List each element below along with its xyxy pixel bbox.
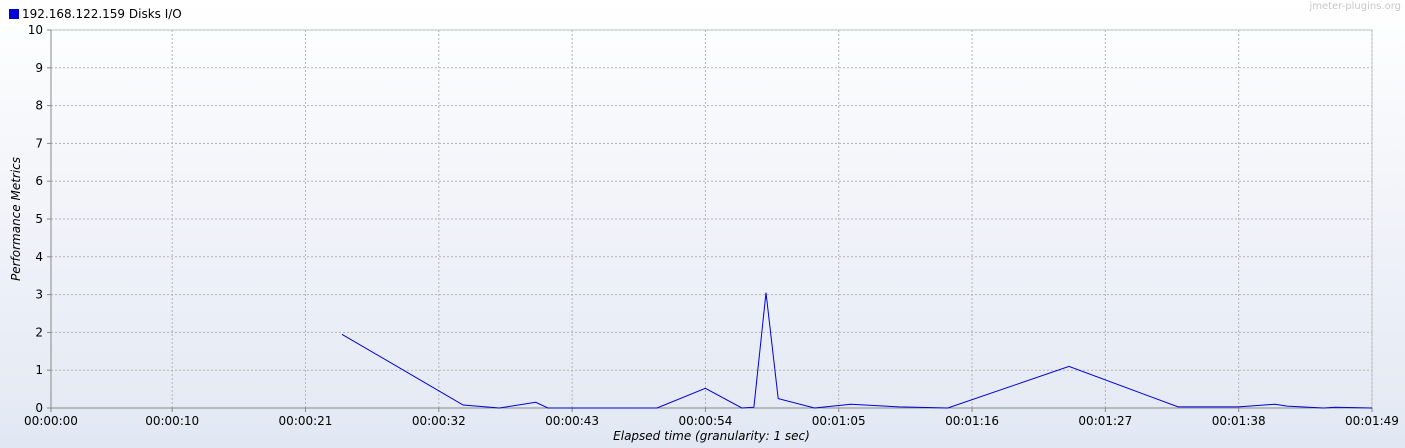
x-axis-title: Elapsed time (granularity: 1 sec) [613,429,810,443]
x-tick-label: 00:00:43 [545,414,599,428]
y-axis-title: Performance Metrics [9,157,23,281]
y-tick-label: 2 [35,325,43,339]
y-tick-label: 4 [35,250,43,264]
y-tick-label: 10 [28,23,43,37]
x-tick-label: 00:00:00 [24,414,78,428]
grid [51,29,1373,408]
x-tick-label: 00:00:54 [678,414,732,428]
y-tick-label: 3 [35,288,43,302]
series-line [341,292,1373,409]
legend-swatch [9,9,19,19]
series-layer [341,292,1373,409]
x-axis: 00:00:00 00:00:10 00:00:21 00:00:32 00:00:43… [24,407,1399,428]
y-tick-label: 6 [35,174,43,188]
y-axis: 0 1 2 3 4 5 6 7 8 9 10 [28,23,52,415]
y-tick-label: 0 [35,401,43,415]
y-tick-label: 5 [35,212,43,226]
x-tick-label: 00:01:38 [1212,414,1266,428]
x-tick-label: 00:01:49 [1345,414,1399,428]
legend: 192.168.122.159 Disks I/O [9,7,182,21]
x-tick-label: 00:01:16 [945,414,999,428]
y-tick-label: 8 [35,99,43,113]
y-tick-label: 7 [35,136,43,150]
y-tick-label: 1 [35,363,43,377]
y-tick-label: 9 [35,61,43,75]
x-tick-label: 00:01:27 [1078,414,1132,428]
x-tick-label: 00:00:21 [279,414,333,428]
watermark: jmeter-plugins.org [1308,1,1401,12]
x-tick-label: 00:01:05 [812,414,866,428]
x-tick-label: 00:00:10 [145,414,199,428]
legend-label: 192.168.122.159 Disks I/O [22,7,182,21]
x-tick-label: 00:00:32 [412,414,466,428]
